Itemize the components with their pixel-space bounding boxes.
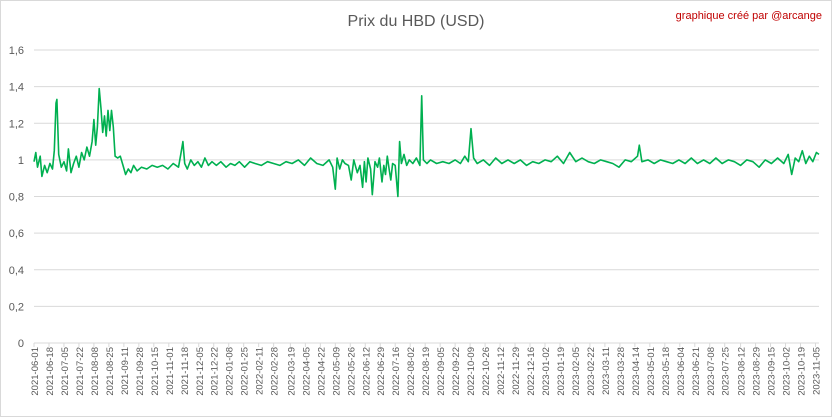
x-tick-label: 2022-03-19 bbox=[286, 347, 297, 396]
x-tick-label: 2023-07-25 bbox=[721, 347, 732, 396]
x-tick-label: 2021-06-01 bbox=[30, 347, 41, 396]
x-tick-label: 2023-08-29 bbox=[752, 347, 763, 396]
x-tick-label: 2021-09-28 bbox=[135, 347, 146, 396]
x-tick-label: 2023-03-28 bbox=[616, 347, 627, 396]
x-tick-label: 2022-08-02 bbox=[406, 347, 417, 396]
y-tick-label: 1 bbox=[18, 155, 24, 167]
x-tick-label: 2023-07-08 bbox=[706, 347, 717, 396]
y-tick-label: 0 bbox=[18, 338, 24, 350]
credit-label: graphique créé par @arcange bbox=[675, 10, 822, 22]
x-tick-label: 2023-02-05 bbox=[571, 347, 582, 396]
y-tick-label: 1,6 bbox=[9, 45, 24, 57]
series-line bbox=[33, 87, 820, 198]
gridlines bbox=[34, 49, 819, 344]
x-axis: 2021-06-01 2021-06-18 2021-07-05 2021-07-22… bbox=[30, 343, 822, 396]
x-tick-label: 2023-08-12 bbox=[737, 347, 748, 396]
x-tick-label: 2022-11-12 bbox=[496, 347, 507, 395]
x-tick-label: 2021-08-08 bbox=[90, 347, 101, 396]
x-tick-label: 2021-11-01 bbox=[165, 347, 176, 395]
x-tick-label: 2023-01-02 bbox=[541, 347, 552, 396]
x-tick-label: 2022-06-12 bbox=[361, 347, 372, 396]
y-tick-label: 1,2 bbox=[9, 118, 24, 130]
x-tick-label: 2022-05-26 bbox=[346, 347, 357, 396]
y-tick-label: 0,4 bbox=[9, 265, 24, 277]
x-tick-label: 2021-06-18 bbox=[45, 347, 56, 396]
x-tick-label: 2023-01-19 bbox=[556, 347, 567, 396]
x-tick-label: 2023-03-11 bbox=[601, 347, 612, 395]
y-axis: 0 0,2 0,4 0,6 0,8 1 1,2 1,4 1,6 bbox=[9, 45, 24, 350]
x-tick-label: 2022-01-25 bbox=[240, 347, 251, 396]
x-tick-label: 2022-07-16 bbox=[391, 347, 402, 396]
x-tick-label: 2022-12-16 bbox=[526, 347, 537, 396]
x-tick-label: 2023-06-04 bbox=[676, 347, 687, 396]
x-tick-label: 2023-10-19 bbox=[796, 347, 807, 396]
x-tick-label: 2023-11-05 bbox=[811, 347, 822, 395]
x-tick-label: 2021-12-05 bbox=[195, 347, 206, 396]
x-tick-label: 2022-04-05 bbox=[301, 347, 312, 396]
x-tick-label: 2023-04-14 bbox=[631, 347, 642, 396]
y-tick-label: 0,6 bbox=[9, 228, 24, 240]
x-tick-label: 2022-02-11 bbox=[255, 347, 266, 395]
x-tick-label: 2022-09-22 bbox=[451, 347, 462, 396]
x-tick-label: 2023-06-21 bbox=[691, 347, 702, 396]
series-group bbox=[33, 87, 820, 198]
x-tick-label: 2022-05-09 bbox=[331, 347, 342, 396]
chart-title: Prix du HBD (USD) bbox=[347, 13, 485, 30]
x-tick-label: 2023-02-22 bbox=[586, 347, 597, 396]
x-tick-label: 2023-05-01 bbox=[646, 347, 657, 396]
x-tick-label: 2022-02-28 bbox=[270, 347, 281, 396]
x-tick-label: 2021-07-22 bbox=[75, 347, 86, 396]
x-tick-label: 2021-12-22 bbox=[210, 347, 221, 396]
x-tick-label: 2022-01-08 bbox=[225, 347, 236, 396]
x-tick-label: 2022-10-26 bbox=[481, 347, 492, 396]
x-tick-label: 2021-09-11 bbox=[120, 347, 131, 395]
x-tick-label: 2021-07-05 bbox=[60, 347, 71, 396]
x-tick-label: 2023-10-02 bbox=[782, 347, 793, 396]
x-tick-label: 2023-09-15 bbox=[767, 347, 778, 396]
y-tick-label: 0,8 bbox=[9, 192, 24, 204]
y-tick-label: 0,2 bbox=[9, 301, 24, 313]
x-tick-label: 2023-05-18 bbox=[661, 347, 672, 396]
x-tick-label: 2022-10-09 bbox=[466, 347, 477, 396]
y-tick-label: 1,4 bbox=[9, 82, 24, 94]
x-tick-label: 2021-08-25 bbox=[105, 347, 116, 396]
x-tick-label: 2021-10-15 bbox=[150, 347, 161, 396]
x-tick-label: 2022-09-05 bbox=[436, 347, 447, 396]
x-tick-label: 2022-04-22 bbox=[316, 347, 327, 396]
x-tick-label: 2022-11-29 bbox=[511, 347, 522, 395]
x-tick-label: 2021-11-18 bbox=[180, 347, 191, 395]
x-tick-label: 2022-08-19 bbox=[421, 347, 432, 396]
x-tick-label: 2022-06-29 bbox=[376, 347, 387, 396]
